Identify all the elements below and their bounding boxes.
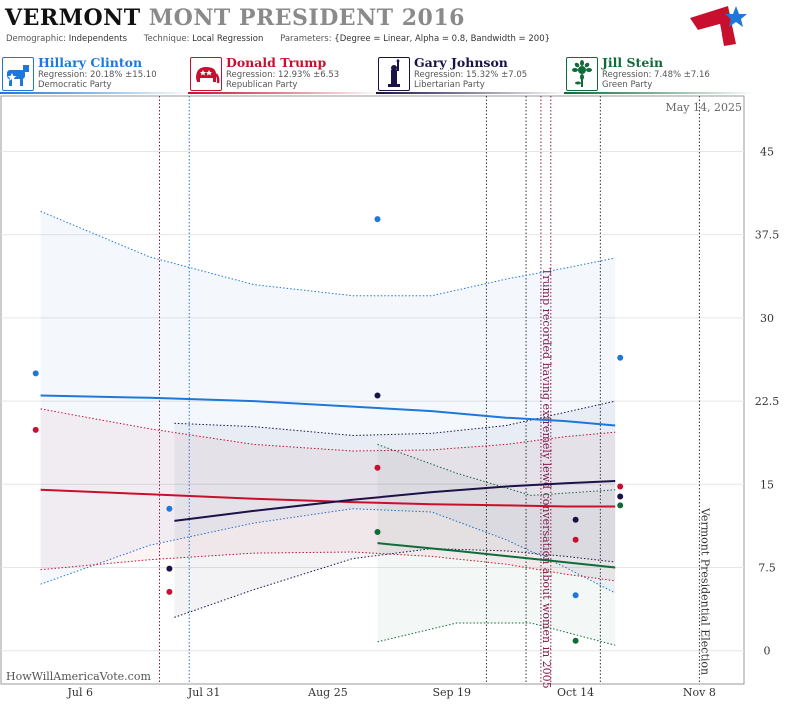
confidence-band <box>40 408 616 581</box>
event-label: Trump recorded having extremely lewd con… <box>540 268 553 689</box>
poll-point <box>617 493 624 500</box>
candidate-regression: Regression: 15.32% ±7.05 <box>414 70 528 80</box>
poll-point <box>572 536 579 543</box>
parameters-label: Parameters: <box>280 34 332 44</box>
upper-bound-line <box>40 210 616 297</box>
candidate-regression: Regression: 12.93% ±6.53 <box>226 70 340 80</box>
poll-point <box>572 516 579 523</box>
poll-point <box>572 637 579 644</box>
candidate-party: Libertarian Party <box>414 80 485 90</box>
y-tick-label: 7.5 <box>758 562 776 575</box>
date-label: May 14, 2025 <box>665 101 742 114</box>
title-state: VERMONT <box>5 5 141 31</box>
y-tick-label: 22.5 <box>755 395 780 408</box>
watermark: HowWillAmericaVote.com <box>6 670 151 683</box>
poll-point <box>617 502 624 509</box>
poll-point <box>32 426 39 433</box>
candidate-party: Green Party <box>602 80 653 90</box>
demographic-value: Independents <box>68 34 128 44</box>
candidate-color-bar <box>376 92 568 94</box>
page-title: VERMONT MONT PRESIDENT 2016 <box>5 5 465 31</box>
candidate-legend: Hillary Clinton Regression: 20.18% ±15.1… <box>0 54 789 94</box>
poll-point <box>572 592 579 599</box>
lower-bound-line <box>40 508 616 594</box>
candidate-card-stein[interactable]: Jill Stein Regression: 7.48% ±7.16 Green… <box>564 54 760 94</box>
poll-point <box>374 392 381 399</box>
poll-point <box>374 529 381 535</box>
confidence-band <box>174 401 616 618</box>
x-tick-label: Nov 8 <box>683 686 716 699</box>
candidate-card-trump[interactable]: Donald Trump Regression: 12.93% ±6.53 Re… <box>188 54 384 94</box>
x-tick-label: Jul 31 <box>187 686 221 699</box>
sunflower-icon <box>566 57 598 91</box>
technique-label: Technique: <box>143 34 190 44</box>
donkey-icon <box>2 57 34 91</box>
upper-bound-line <box>377 443 616 496</box>
confidence-band <box>40 211 616 593</box>
candidate-regression: Regression: 7.48% ±7.16 <box>602 70 710 80</box>
y-tick-label: 30 <box>760 312 774 325</box>
y-tick-label: 0 <box>764 645 771 658</box>
regression-line <box>174 480 616 522</box>
regression-line <box>40 394 616 427</box>
lower-bound-line <box>40 551 616 582</box>
event-label: Vermont Presidential Election <box>698 507 711 675</box>
candidate-color-bar <box>0 92 192 94</box>
elephant-icon <box>190 57 222 91</box>
poll-point <box>617 483 624 490</box>
regression-line <box>40 488 616 508</box>
x-tick-label: Aug 25 <box>307 686 348 699</box>
candidate-party: Democratic Party <box>38 80 112 90</box>
plot-frame <box>0 95 745 685</box>
candidate-name: Gary Johnson <box>414 55 508 70</box>
technique-value: Local Regression <box>192 34 264 44</box>
poll-point <box>374 216 381 223</box>
regression-line <box>377 542 616 569</box>
demographic-label: Demographic: <box>6 34 67 44</box>
site-logo-icon <box>690 6 747 46</box>
x-tick-label: Sep 19 <box>432 686 471 699</box>
poll-point <box>32 370 39 377</box>
confidence-band <box>377 444 616 646</box>
y-tick-label: 37.5 <box>755 229 780 242</box>
poll-point <box>166 505 173 512</box>
y-tick-label: 45 <box>760 145 774 158</box>
candidate-card-clinton[interactable]: Hillary Clinton Regression: 20.18% ±15.1… <box>0 54 196 94</box>
candidate-name: Donald Trump <box>226 55 327 70</box>
y-tick-label: 15 <box>760 478 774 491</box>
candidate-color-bar <box>188 92 380 94</box>
poll-point <box>617 354 624 361</box>
upper-bound-line <box>40 408 616 452</box>
parameters-line: Demographic: Independents Technique: Loc… <box>6 34 550 44</box>
x-tick-label: Oct 14 <box>557 686 594 699</box>
title-rest: MONT PRESIDENT 2016 <box>148 5 465 31</box>
parameters-value: {Degree = Linear, Alpha = 0.8, Bandwidth… <box>334 34 551 44</box>
poll-point <box>374 464 381 471</box>
candidate-party: Republican Party <box>226 80 298 90</box>
liberty-torch-icon <box>378 57 410 91</box>
candidate-name: Hillary Clinton <box>38 55 143 70</box>
poll-point <box>166 588 173 595</box>
candidate-regression: Regression: 20.18% ±15.10 <box>38 70 157 80</box>
x-tick-label: Jul 6 <box>66 686 93 699</box>
poll-point <box>166 565 173 572</box>
candidate-name: Jill Stein <box>602 55 664 70</box>
candidate-color-bar <box>564 92 756 94</box>
candidate-card-johnson[interactable]: Gary Johnson Regression: 15.32% ±7.05 Li… <box>376 54 572 94</box>
